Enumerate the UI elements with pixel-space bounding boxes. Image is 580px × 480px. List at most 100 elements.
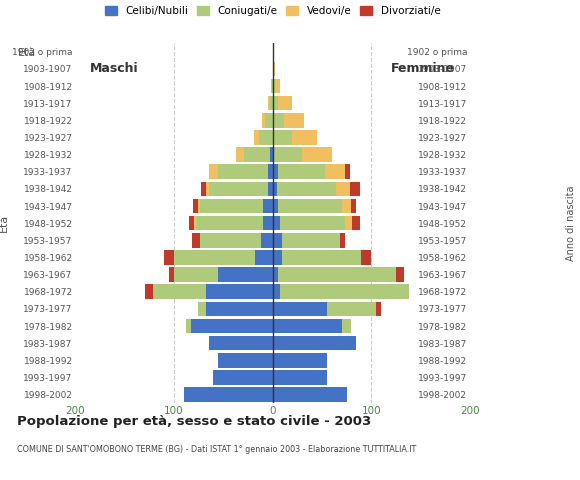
Bar (244, 147, 270, 162)
Bar (262, 113, 264, 128)
Bar (273, 250, 282, 265)
Bar (361, 250, 371, 265)
Legend: Celibi/Nubili, Coniugati/e, Vedovi/e, Divorziati/e: Celibi/Nubili, Coniugati/e, Vedovi/e, Di… (100, 1, 445, 20)
Bar (376, 301, 381, 316)
Bar (273, 267, 278, 282)
Bar (273, 216, 281, 230)
Bar (273, 319, 342, 333)
Bar (284, 113, 304, 128)
Bar (273, 336, 356, 350)
Bar (270, 147, 273, 162)
Bar (186, 319, 191, 333)
Bar (205, 301, 273, 316)
Bar (396, 267, 404, 282)
Bar (273, 130, 292, 145)
Bar (254, 130, 259, 145)
Bar (273, 61, 274, 76)
Bar (340, 233, 345, 248)
Bar (281, 285, 409, 299)
Bar (209, 181, 268, 196)
Bar (189, 216, 194, 230)
Bar (200, 199, 263, 213)
Bar (273, 370, 327, 385)
Bar (345, 165, 350, 179)
Bar (273, 165, 278, 179)
Bar (273, 233, 282, 248)
Bar (236, 147, 244, 162)
Bar (195, 216, 263, 230)
Bar (264, 113, 273, 128)
Bar (281, 216, 345, 230)
Bar (351, 199, 356, 213)
Bar (271, 79, 273, 93)
Bar (278, 96, 292, 110)
Text: Popolazione per età, sesso e stato civile - 2003: Popolazione per età, sesso e stato civil… (17, 415, 372, 428)
Bar (268, 181, 273, 196)
Bar (218, 165, 268, 179)
Bar (219, 353, 273, 368)
Bar (273, 199, 278, 213)
Bar (200, 233, 261, 248)
Bar (174, 250, 255, 265)
Bar (193, 199, 198, 213)
Bar (263, 216, 273, 230)
Bar (342, 319, 351, 333)
Bar (282, 250, 361, 265)
Bar (205, 285, 273, 299)
Bar (268, 96, 270, 110)
Bar (277, 181, 336, 196)
Text: Età: Età (17, 48, 35, 58)
Bar (273, 147, 302, 162)
Y-axis label: Età: Età (0, 214, 9, 232)
Bar (209, 165, 219, 179)
Bar (327, 301, 376, 316)
Bar (201, 181, 205, 196)
Bar (261, 233, 273, 248)
Bar (198, 301, 205, 316)
Bar (345, 216, 353, 230)
Bar (164, 250, 174, 265)
Bar (350, 181, 360, 196)
Bar (268, 165, 273, 179)
Bar (270, 96, 273, 110)
Bar (146, 285, 153, 299)
Bar (273, 79, 274, 93)
Bar (153, 285, 205, 299)
Bar (278, 267, 396, 282)
Bar (184, 387, 273, 402)
Bar (336, 181, 350, 196)
Bar (194, 216, 195, 230)
Text: Femmine: Femmine (391, 62, 455, 75)
Bar (273, 113, 284, 128)
Bar (219, 267, 273, 282)
Bar (325, 165, 345, 179)
Bar (273, 96, 278, 110)
Bar (213, 370, 273, 385)
Bar (292, 130, 317, 145)
Bar (273, 285, 281, 299)
Bar (263, 199, 273, 213)
Bar (273, 353, 327, 368)
Bar (278, 165, 325, 179)
Bar (274, 79, 280, 93)
Bar (169, 267, 174, 282)
Bar (205, 181, 209, 196)
Bar (302, 147, 332, 162)
Bar (259, 130, 273, 145)
Bar (192, 233, 200, 248)
Bar (273, 301, 327, 316)
Bar (353, 216, 360, 230)
Bar (278, 199, 342, 213)
Text: Anno di nascita: Anno di nascita (566, 185, 577, 261)
Bar (273, 181, 277, 196)
Text: COMUNE DI SANT'OMOBONO TERME (BG) - Dati ISTAT 1° gennaio 2003 - Elaborazione TU: COMUNE DI SANT'OMOBONO TERME (BG) - Dati… (17, 445, 416, 455)
Bar (174, 267, 219, 282)
Bar (342, 199, 351, 213)
Bar (191, 319, 273, 333)
Bar (282, 233, 340, 248)
Text: Maschi: Maschi (90, 62, 139, 75)
Bar (198, 199, 200, 213)
Bar (273, 387, 347, 402)
Bar (255, 250, 273, 265)
Bar (209, 336, 273, 350)
